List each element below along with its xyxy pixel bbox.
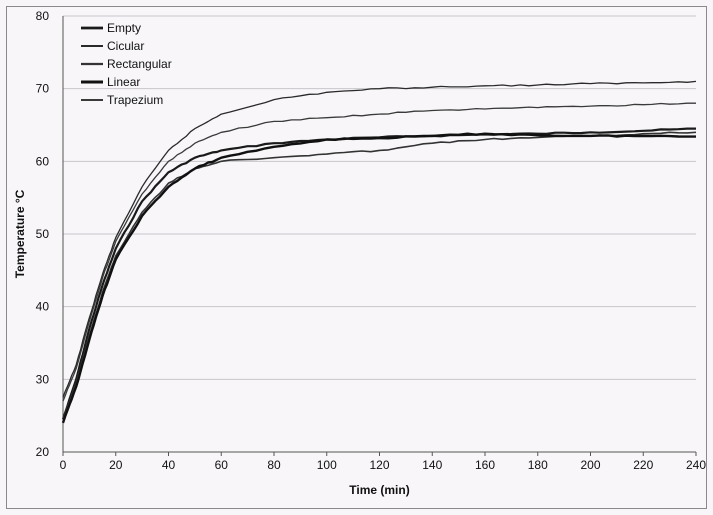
- series-line-linear: [61, 132, 696, 424]
- y-tick-labels: 20 30 40 50 60 70 80: [36, 9, 50, 459]
- series-lines: [61, 80, 697, 424]
- y-tick-label-40: 40: [36, 300, 50, 314]
- x-tick-label-140: 140: [422, 458, 442, 472]
- legend-label-empty: Empty: [107, 21, 141, 35]
- legend-label-cicular: Cicular: [107, 39, 144, 53]
- y-tick-label-70: 70: [36, 82, 50, 96]
- x-tick-label-240: 240: [686, 458, 706, 472]
- x-tick-labels: 0 20 40 60 80 100 120 140 160 180 200 220 240: [60, 452, 706, 472]
- y-axis-title: Temperature °C: [13, 189, 27, 278]
- x-tick-label-0: 0: [60, 458, 67, 472]
- series-line-empty: [61, 127, 696, 420]
- x-axis-title: Time (min): [349, 483, 409, 497]
- series-line-rectangular: [62, 131, 697, 420]
- x-tick-label-220: 220: [633, 458, 653, 472]
- series-line-trapezium: [62, 102, 696, 402]
- x-tick-label-80: 80: [267, 458, 281, 472]
- x-tick-label-20: 20: [109, 458, 123, 472]
- chart-frame: 0 20 40 60 80 100 120 140 160 180 200 220 240 20 30 40…: [6, 6, 707, 509]
- x-tick-label-200: 200: [580, 458, 600, 472]
- legend-label-trapezium: Trapezium: [107, 93, 163, 107]
- x-tick-label-40: 40: [162, 458, 176, 472]
- y-tick-label-60: 60: [36, 154, 50, 168]
- x-tick-label-180: 180: [528, 458, 548, 472]
- x-tick-label-120: 120: [369, 458, 389, 472]
- legend: Empty Cicular Rectangular Linear Trapezium: [81, 21, 172, 107]
- y-tick-label-50: 50: [36, 227, 50, 241]
- y-tick-label-30: 30: [36, 372, 50, 386]
- y-tick-label-20: 20: [36, 445, 50, 459]
- legend-label-rectangular: Rectangular: [107, 57, 172, 71]
- legend-label-linear: Linear: [107, 75, 140, 89]
- x-tick-label-160: 160: [475, 458, 495, 472]
- x-tick-label-60: 60: [215, 458, 229, 472]
- series-line-cicular: [62, 80, 697, 398]
- line-chart: 0 20 40 60 80 100 120 140 160 180 200 220 240 20 30 40…: [13, 9, 706, 497]
- x-tick-label-100: 100: [317, 458, 337, 472]
- y-tick-label-80: 80: [36, 9, 50, 23]
